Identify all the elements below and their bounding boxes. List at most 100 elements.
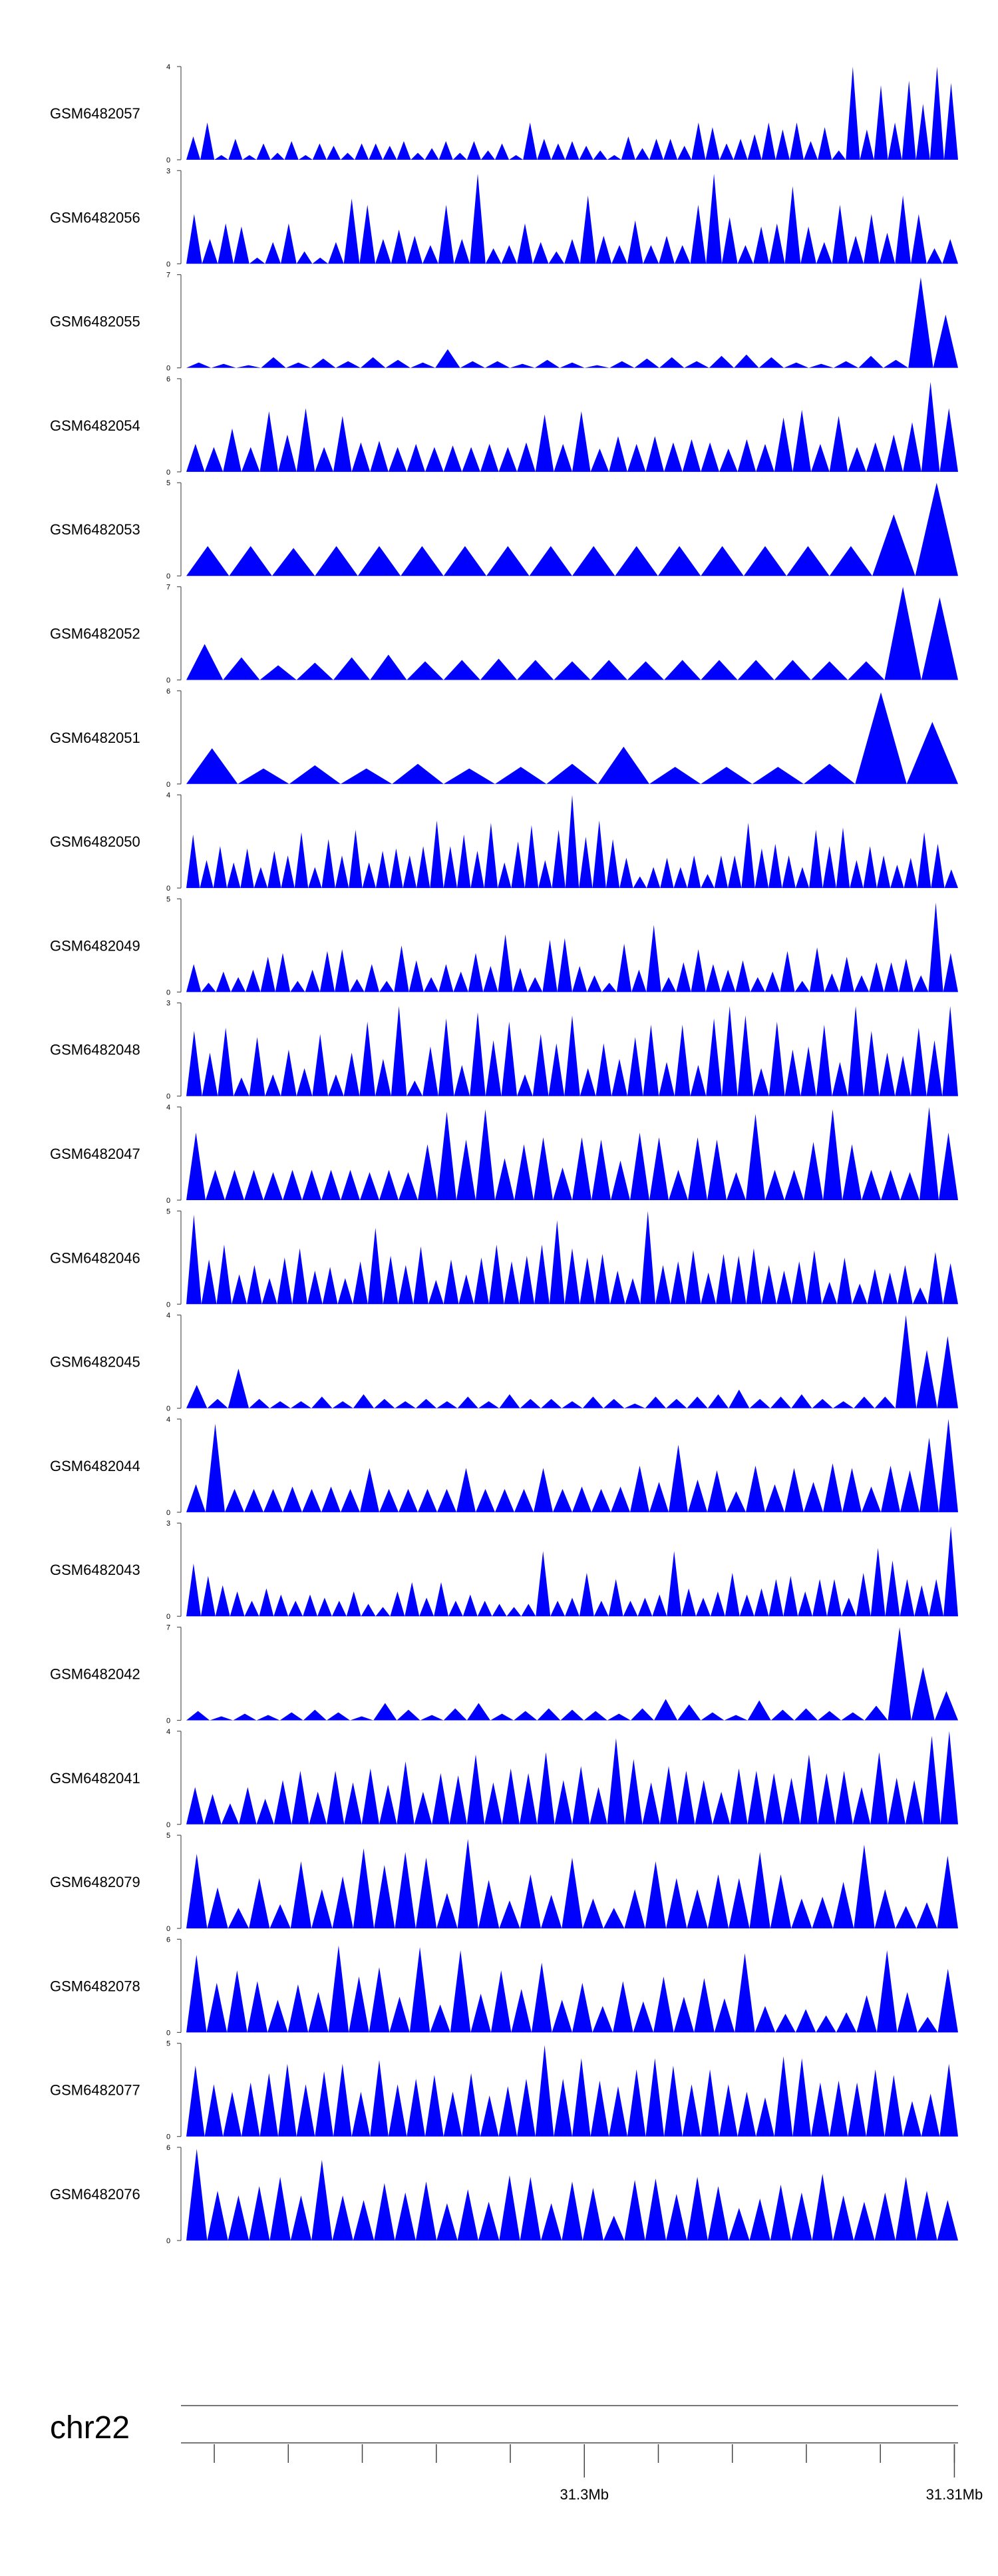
track-y-max-label: 5 [166,1832,170,1840]
track-y-min-label: 0 [166,1613,170,1621]
track-GSM6482053: GSM6482053 5 0 [50,479,958,580]
track-GSM6482077: GSM6482077 5 0 [50,2040,958,2141]
track-y-max-label: 3 [166,167,170,175]
genome-tick-label: 31.3Mb [560,2486,609,2503]
track-GSM6482048: GSM6482048 3 0 [50,1000,958,1101]
track-y-min-label: 0 [166,1925,170,1933]
track-label: GSM6482079 [50,1874,140,1890]
track-GSM6482055: GSM6482055 7 0 [50,272,958,373]
track-signal-area [186,1945,958,2033]
track-label: GSM6482047 [50,1146,140,1162]
track-y-max-label: 5 [166,895,170,903]
track-signal-area [186,1526,958,1617]
track-GSM6482050: GSM6482050 4 0 [50,791,958,893]
track-label: GSM6482078 [50,1978,140,1994]
track-label: GSM6482048 [50,1042,140,1058]
track-y-min-label: 0 [166,2237,170,2245]
track-GSM6482049: GSM6482049 5 0 [50,895,958,996]
track-label: GSM6482043 [50,1562,140,1578]
track-y-max-label: 6 [166,375,170,383]
track-y-max-label: 4 [166,1104,170,1112]
track-signal-area [186,1211,958,1305]
track-signal-area [186,1627,958,1721]
track-label: GSM6482049 [50,937,140,954]
track-signal-area [186,586,958,680]
track-y-max-label: 3 [166,1520,170,1528]
track-signal-area [186,1838,958,1929]
track-y-min-label: 0 [166,781,170,789]
track-GSM6482051: GSM6482051 6 0 [50,688,958,789]
track-signal-area [186,174,958,264]
track-y-min-label: 0 [166,677,170,685]
track-label: GSM6482050 [50,833,140,850]
track-signal-area [186,2045,958,2137]
track-y-min-label: 0 [166,1093,170,1101]
track-y-min-label: 0 [166,2029,170,2037]
track-y-max-label: 7 [166,1624,170,1632]
tracks-layer: GSM648205740GSM648205630GSM648205570GSM6… [50,63,958,2245]
track-y-max-label: 6 [166,1936,170,1944]
track-signal-area [186,903,958,992]
track-y-min-label: 0 [166,1509,170,1517]
genome-ticks: 31.3Mb 31.31Mb [214,2444,983,2503]
track-label: GSM6482055 [50,314,140,330]
track-signal-area [186,2149,958,2241]
track-y-max-label: 4 [166,1312,170,1320]
track-y-min-label: 0 [166,1405,170,1413]
track-y-max-label: 3 [166,1000,170,1008]
track-GSM6482078: GSM6482078 6 0 [50,1936,958,2037]
genome-tick-label: 31.31Mb [926,2486,983,2503]
track-GSM6482043: GSM6482043 3 0 [50,1520,958,1621]
track-y-max-label: 7 [166,272,170,280]
track-GSM6482046: GSM6482046 5 0 [50,1207,958,1309]
track-GSM6482056: GSM6482056 3 0 [50,167,958,268]
track-y-min-label: 0 [166,885,170,893]
track-y-max-label: 4 [166,1416,170,1424]
track-GSM6482047: GSM6482047 4 0 [50,1104,958,1205]
track-y-min-label: 0 [166,156,170,164]
track-y-max-label: 5 [166,2040,170,2048]
track-GSM6482076: GSM6482076 6 0 [50,2144,958,2245]
track-y-max-label: 5 [166,479,170,487]
track-signal-area [186,483,958,576]
track-signal-area [186,1418,958,1512]
track-signal-area [186,692,958,784]
track-label: GSM6482041 [50,1770,140,1787]
track-GSM6482044: GSM6482044 4 0 [50,1416,958,1517]
track-y-max-label: 5 [166,1207,170,1215]
track-y-min-label: 0 [166,260,170,268]
track-y-min-label: 0 [166,1301,170,1309]
track-signal-area [186,1731,958,1825]
track-y-min-label: 0 [166,1197,170,1205]
track-y-min-label: 0 [166,988,170,996]
track-label: GSM6482052 [50,626,140,642]
track-label: GSM6482053 [50,521,140,538]
track-GSM6482052: GSM6482052 7 0 [50,584,958,685]
track-y-min-label: 0 [166,2133,170,2141]
track-label: GSM6482045 [50,1354,140,1371]
track-y-max-label: 6 [166,688,170,696]
track-y-max-label: 4 [166,1728,170,1736]
track-GSM6482057: GSM6482057 4 0 [50,63,958,164]
track-GSM6482045: GSM6482045 4 0 [50,1312,958,1413]
track-y-max-label: 4 [166,63,170,71]
track-y-min-label: 0 [166,469,170,477]
track-signal-area [186,381,958,472]
track-label: GSM6482046 [50,1249,140,1266]
track-signal-area [186,277,958,368]
track-GSM6482041: GSM6482041 4 0 [50,1728,958,1829]
track-y-max-label: 7 [166,584,170,592]
track-signal-area [186,1107,958,1200]
track-label: GSM6482051 [50,730,140,746]
track-signal-area [186,1315,958,1408]
track-signal-area [186,67,958,160]
chromosome-label: chr22 [50,2410,130,2446]
track-y-min-label: 0 [166,572,170,580]
track-y-min-label: 0 [166,1821,170,1829]
track-signal-area [186,1006,958,1096]
track-label: GSM6482042 [50,1666,140,1683]
track-label: GSM6482057 [50,105,140,122]
track-y-max-label: 4 [166,791,170,799]
track-signal-area [186,795,958,889]
